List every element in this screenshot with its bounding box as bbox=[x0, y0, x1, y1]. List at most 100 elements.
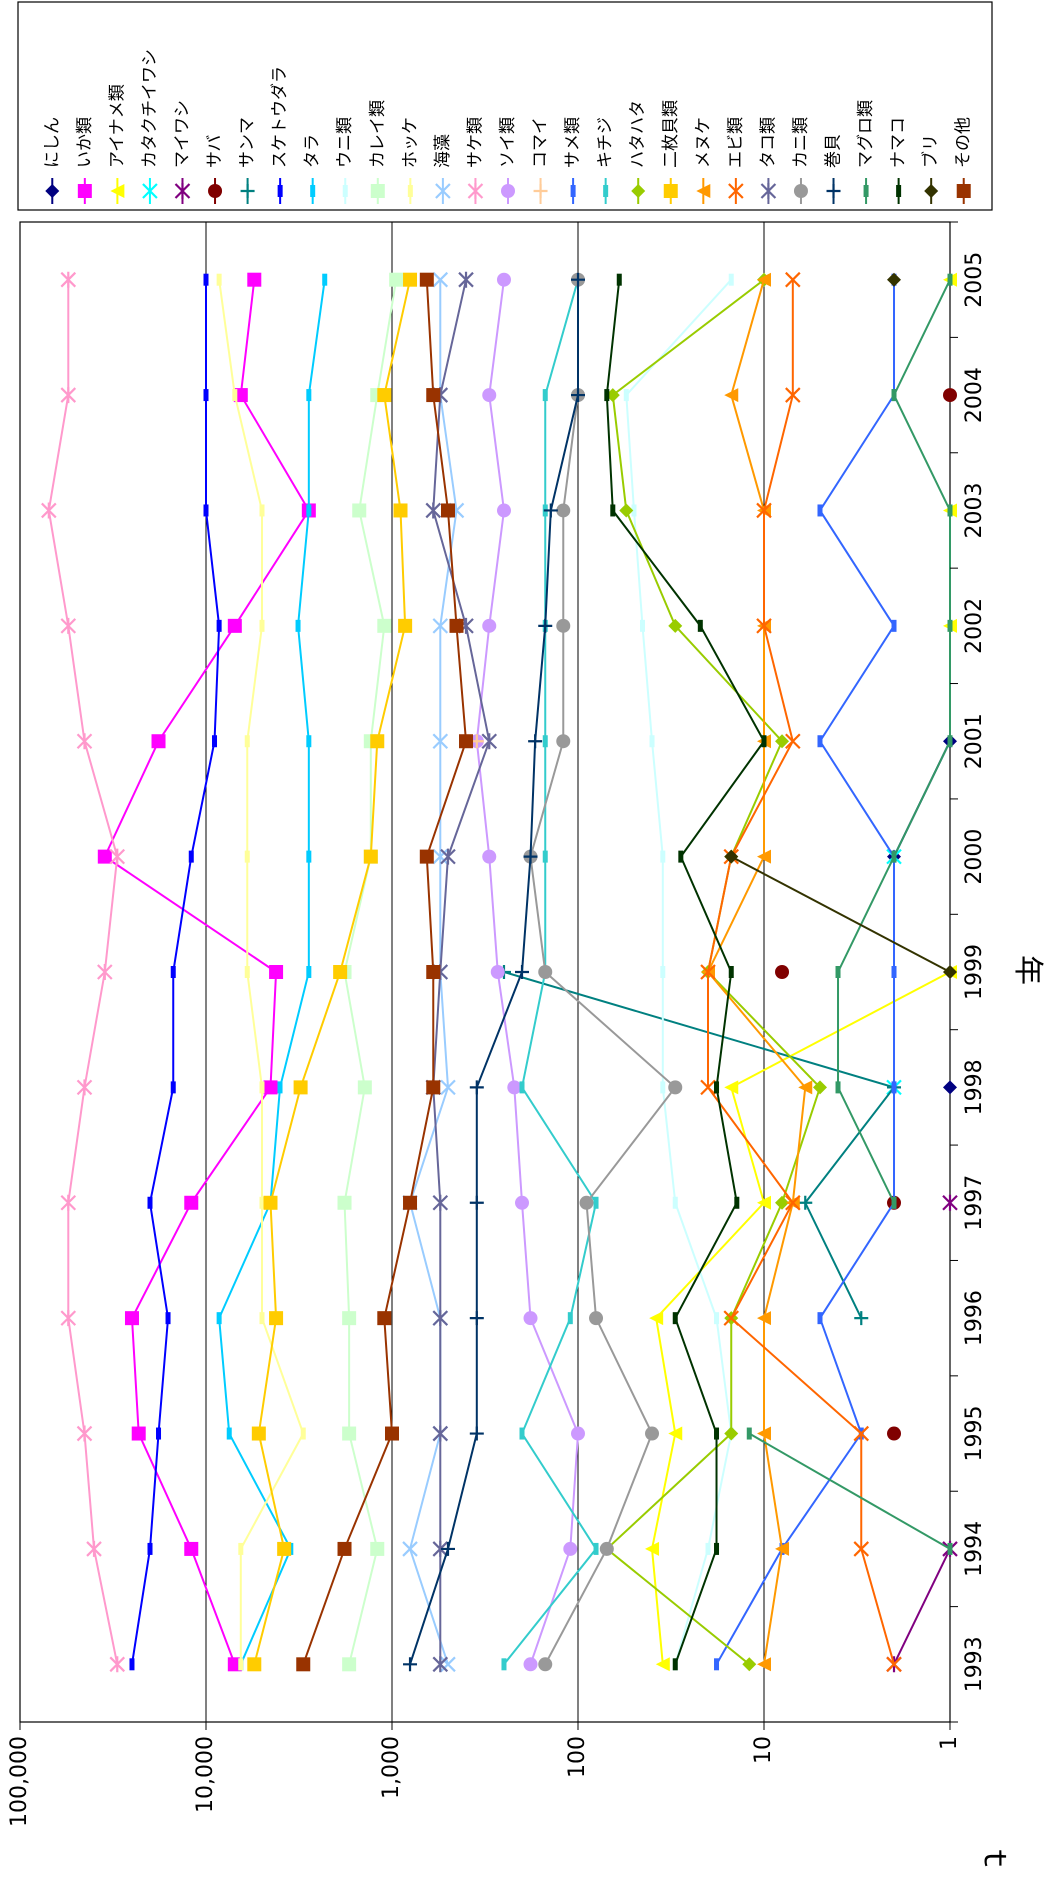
data-point bbox=[432, 271, 449, 288]
legend-label: カタクチイワシ bbox=[140, 49, 160, 168]
data-point bbox=[496, 503, 511, 518]
y-tick-label: 10,000 bbox=[193, 1736, 218, 1813]
data-point bbox=[76, 1425, 93, 1442]
legend-item: タコ類 bbox=[758, 117, 778, 204]
legend-label: にしん bbox=[42, 117, 62, 168]
data-point bbox=[678, 850, 684, 863]
data-point bbox=[306, 389, 312, 402]
data-point bbox=[501, 1658, 507, 1671]
data-point bbox=[469, 1080, 484, 1095]
data-point bbox=[519, 1427, 525, 1440]
data-point bbox=[571, 388, 585, 403]
data-point bbox=[402, 1541, 418, 1557]
series-26 bbox=[746, 273, 953, 1555]
legend-label: ソイ類 bbox=[498, 117, 518, 168]
data-point bbox=[295, 619, 301, 632]
data-point bbox=[342, 1426, 357, 1441]
data-point bbox=[425, 502, 442, 519]
data-point bbox=[203, 389, 209, 402]
data-point bbox=[469, 1311, 484, 1326]
data-point bbox=[728, 273, 734, 286]
legend-label: サメ類 bbox=[563, 117, 583, 168]
legend-item: にしん bbox=[42, 117, 62, 204]
data-point bbox=[306, 735, 312, 748]
legend-label: キチジ bbox=[596, 117, 616, 168]
data-point bbox=[571, 272, 585, 287]
data-point bbox=[212, 735, 218, 748]
data-point bbox=[947, 1542, 953, 1555]
legend-item: ソイ類 bbox=[498, 117, 518, 204]
y-tick-label: 100,000 bbox=[7, 1736, 32, 1827]
data-point bbox=[432, 848, 449, 865]
data-point bbox=[947, 273, 953, 286]
data-point bbox=[589, 1311, 604, 1326]
data-point bbox=[203, 504, 209, 517]
legend-label: カレイ類 bbox=[368, 100, 388, 168]
data-point bbox=[775, 965, 790, 979]
data-point bbox=[76, 1079, 93, 1096]
data-point bbox=[151, 734, 166, 749]
data-point bbox=[567, 1312, 573, 1325]
legend-item: いか類 bbox=[75, 117, 95, 204]
series-line bbox=[503, 971, 896, 1319]
x-tick-label: 2000 bbox=[962, 829, 987, 885]
legend-box bbox=[17, 1, 993, 211]
data-point bbox=[482, 388, 497, 403]
series-20 bbox=[247, 272, 418, 1672]
data-point bbox=[357, 1080, 372, 1095]
series-15 bbox=[469, 272, 585, 1672]
series-layer bbox=[41, 271, 958, 1673]
series-22 bbox=[700, 271, 902, 1673]
data-point bbox=[645, 1426, 660, 1441]
legend-item: 海藻 bbox=[433, 134, 453, 204]
series-line bbox=[748, 1432, 951, 1550]
data-point bbox=[440, 848, 456, 865]
legend-item: カタクチイワシ bbox=[140, 49, 160, 204]
legend-swatch-marker bbox=[826, 184, 841, 198]
legend-swatch-marker bbox=[45, 184, 60, 198]
data-point bbox=[60, 387, 77, 404]
series-12 bbox=[216, 273, 306, 1671]
data-point bbox=[886, 1656, 902, 1673]
data-point bbox=[449, 618, 464, 633]
data-point bbox=[785, 733, 801, 750]
data-point bbox=[655, 1657, 670, 1672]
data-point bbox=[41, 502, 57, 519]
data-point bbox=[891, 850, 897, 863]
data-point bbox=[542, 389, 548, 402]
data-point bbox=[432, 1540, 449, 1557]
data-point bbox=[785, 271, 801, 288]
data-point bbox=[649, 735, 655, 748]
data-point bbox=[352, 503, 367, 518]
axes bbox=[19, 221, 958, 1730]
data-point bbox=[700, 964, 716, 980]
data-point bbox=[543, 503, 558, 518]
data-point bbox=[593, 1542, 599, 1555]
legend-item: キチジ bbox=[596, 117, 616, 204]
legend-swatch-marker bbox=[793, 184, 808, 198]
data-point bbox=[440, 1079, 456, 1096]
data-point bbox=[891, 966, 897, 978]
plot-area bbox=[19, 221, 951, 1723]
data-point bbox=[817, 1312, 823, 1325]
data-point bbox=[714, 1542, 720, 1555]
data-point bbox=[296, 1657, 311, 1672]
data-point bbox=[232, 389, 238, 402]
data-point bbox=[60, 617, 77, 634]
data-point bbox=[277, 1541, 292, 1556]
data-point bbox=[432, 1656, 449, 1673]
legend-swatch-marker bbox=[696, 184, 711, 198]
data-point bbox=[853, 1425, 870, 1442]
data-point bbox=[226, 1427, 232, 1440]
data-point bbox=[337, 1195, 352, 1210]
series-line bbox=[730, 855, 951, 973]
data-point bbox=[490, 965, 505, 979]
data-point bbox=[86, 1540, 102, 1557]
data-point bbox=[542, 735, 548, 748]
legend-swatch-marker bbox=[142, 183, 158, 199]
data-point bbox=[459, 734, 474, 749]
data-point bbox=[496, 272, 511, 287]
series-14 bbox=[41, 271, 126, 1673]
legend-swatch-marker bbox=[663, 184, 678, 198]
data-point bbox=[363, 849, 378, 864]
